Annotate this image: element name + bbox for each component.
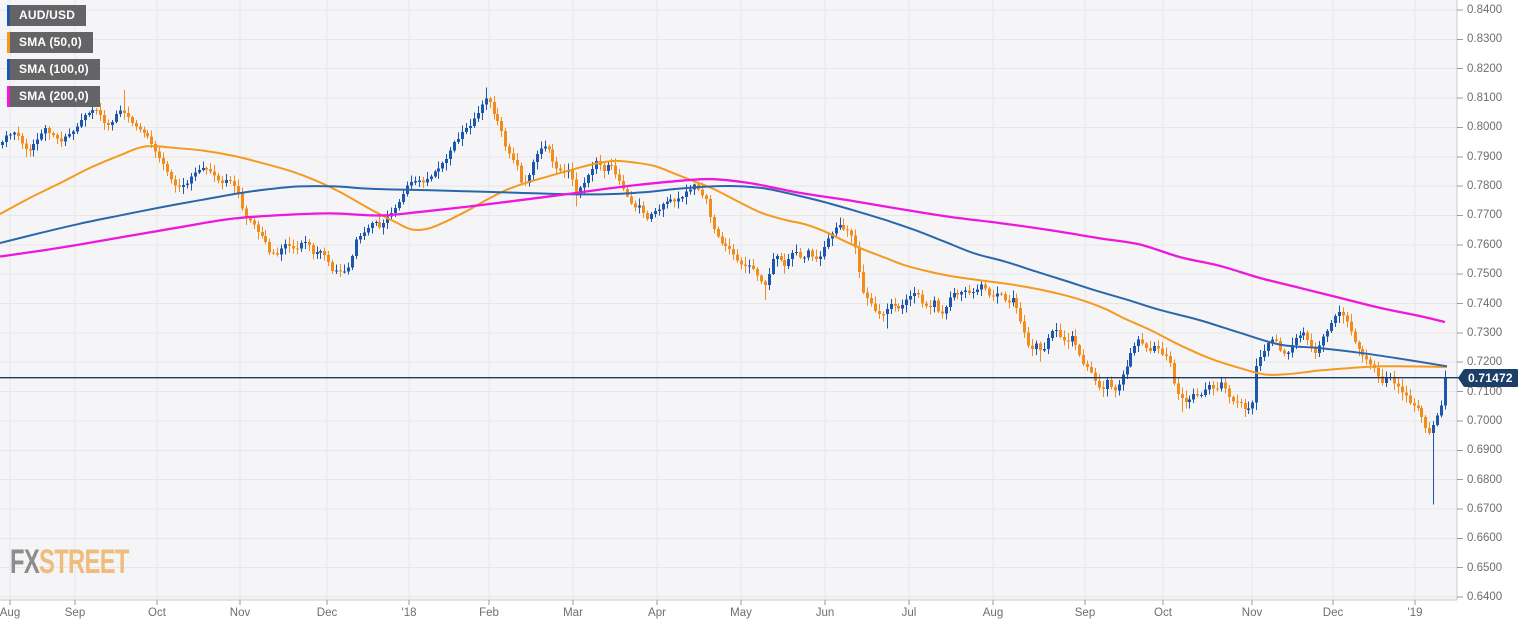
x-axis-label: Dec — [316, 607, 338, 619]
axis-borders — [0, 0, 1458, 601]
x-axis-label: Apr — [648, 607, 666, 619]
fxstreet-logo-street: STREET — [39, 543, 129, 581]
y-axis-label: 0.6900 — [1467, 444, 1503, 457]
y-axis-label: 0.6600 — [1467, 532, 1503, 545]
y-axis-label: 0.7000 — [1467, 414, 1503, 427]
y-axis-label: 0.8000 — [1467, 121, 1503, 134]
gridlines — [0, 0, 1457, 600]
legend-item-audusd[interactable]: AUD/USD — [7, 5, 87, 26]
x-axis-label: '18 — [401, 607, 417, 619]
price-tag-arrow-icon — [1458, 368, 1464, 387]
y-axis-label: 0.6400 — [1467, 591, 1503, 603]
x-axis-label: Jul — [901, 607, 917, 619]
x-axis-label: Feb — [479, 607, 499, 619]
x-axis-label: Mar — [563, 607, 583, 619]
axis-ticks — [9, 9, 1463, 605]
legend-label: AUD/USD — [19, 8, 76, 22]
y-axis-label: 0.7600 — [1467, 238, 1503, 251]
y-axis-label: 0.6500 — [1467, 561, 1503, 574]
x-axis-label: Oct — [148, 607, 166, 619]
x-axis-label: Sep — [1074, 607, 1096, 619]
x-axis-label: Aug — [0, 607, 21, 619]
y-axis-label: 0.7800 — [1467, 180, 1503, 193]
y-axis-label: 0.7400 — [1467, 297, 1503, 310]
y-axis-label: 0.7500 — [1467, 268, 1503, 281]
x-axis-label: Nov — [1241, 607, 1263, 619]
y-axis-label: 0.8100 — [1467, 92, 1503, 105]
y-axis-label: 0.8200 — [1467, 62, 1503, 75]
x-axis-label: May — [730, 607, 752, 619]
y-axis-label: 0.7900 — [1467, 150, 1503, 163]
y-axis-label: 0.8300 — [1467, 33, 1503, 46]
price-tag-text: 0.71472 — [1464, 368, 1518, 387]
legend-label: SMA (200,0) — [19, 89, 89, 103]
fxstreet-logo-fx: FX — [10, 543, 40, 581]
legend-item-sma100[interactable]: SMA (100,0) — [7, 59, 100, 80]
y-axis-label: 0.7100 — [1467, 385, 1503, 398]
series-color-swatch — [7, 86, 10, 107]
sma200-line — [0, 177, 1446, 324]
legend-item-sma50[interactable]: SMA (50,0) — [7, 32, 93, 53]
legend-item-sma200[interactable]: SMA (200,0) — [7, 86, 100, 107]
y-axis-label: 0.6700 — [1467, 502, 1503, 515]
current-price-label: 0.71472 — [1458, 368, 1518, 387]
indicator-legend: AUD/USD SMA (50,0) SMA (100,0) SMA (200,… — [7, 5, 100, 113]
legend-label: SMA (100,0) — [19, 62, 89, 76]
y-axis-label: 0.7200 — [1467, 356, 1503, 369]
y-axis-label: 0.8400 — [1467, 4, 1503, 16]
candlestick-series — [1, 87, 1447, 505]
x-axis-label: '19 — [1407, 607, 1423, 619]
x-axis-label: Dec — [1322, 607, 1344, 619]
sma50-line — [0, 145, 1448, 376]
x-axis-label: Aug — [982, 607, 1004, 619]
plot-area[interactable] — [0, 0, 1457, 600]
series-color-swatch — [7, 5, 10, 26]
fxstreet-logo: FXSTREET — [10, 543, 129, 581]
y-axis-label: 0.6800 — [1467, 473, 1503, 486]
y-axis-label: 0.7700 — [1467, 209, 1503, 222]
x-axis-label: Sep — [64, 607, 86, 619]
sma100-line — [0, 185, 1448, 368]
legend-label: SMA (50,0) — [19, 35, 82, 49]
x-axis-label: Nov — [229, 607, 251, 619]
y-axis-label: 0.7300 — [1467, 326, 1503, 339]
series-color-swatch — [7, 32, 10, 53]
x-axis-label: Oct — [1154, 607, 1172, 619]
series-color-swatch — [7, 59, 10, 80]
x-axis-label: Jun — [815, 607, 835, 619]
